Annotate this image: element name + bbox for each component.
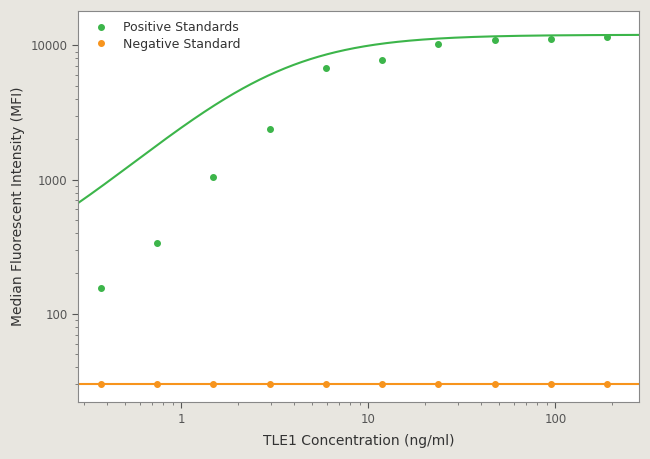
Positive Standards (209, 174, 217, 179)
Y-axis label: Median Fluorescent Intensity (MFI): Median Fluorescent Intensity (MFI) (11, 87, 25, 326)
Negative Standard (266, 381, 274, 387)
Positive Standards (322, 65, 330, 71)
Negative Standard (97, 381, 105, 387)
Negative Standard (603, 381, 611, 387)
Positive Standards (603, 34, 611, 40)
Negative Standard (378, 381, 386, 387)
Positive Standards (378, 57, 386, 62)
Positive Standards (491, 38, 499, 43)
Negative Standard (434, 381, 442, 387)
X-axis label: TLE1 Concentration (ng/ml): TLE1 Concentration (ng/ml) (263, 434, 454, 448)
Line: Negative Standard: Negative Standard (98, 381, 610, 387)
Positive Standards (434, 41, 442, 46)
Positive Standards (266, 126, 274, 131)
Positive Standards (547, 36, 555, 41)
Negative Standard (209, 381, 217, 387)
Legend: Positive Standards, Negative Standard: Positive Standards, Negative Standard (84, 17, 244, 55)
Negative Standard (153, 381, 161, 387)
Negative Standard (491, 381, 499, 387)
Positive Standards (153, 240, 161, 245)
Positive Standards (97, 285, 105, 291)
Negative Standard (322, 381, 330, 387)
Line: Positive Standards: Positive Standards (98, 34, 610, 291)
Negative Standard (547, 381, 555, 387)
